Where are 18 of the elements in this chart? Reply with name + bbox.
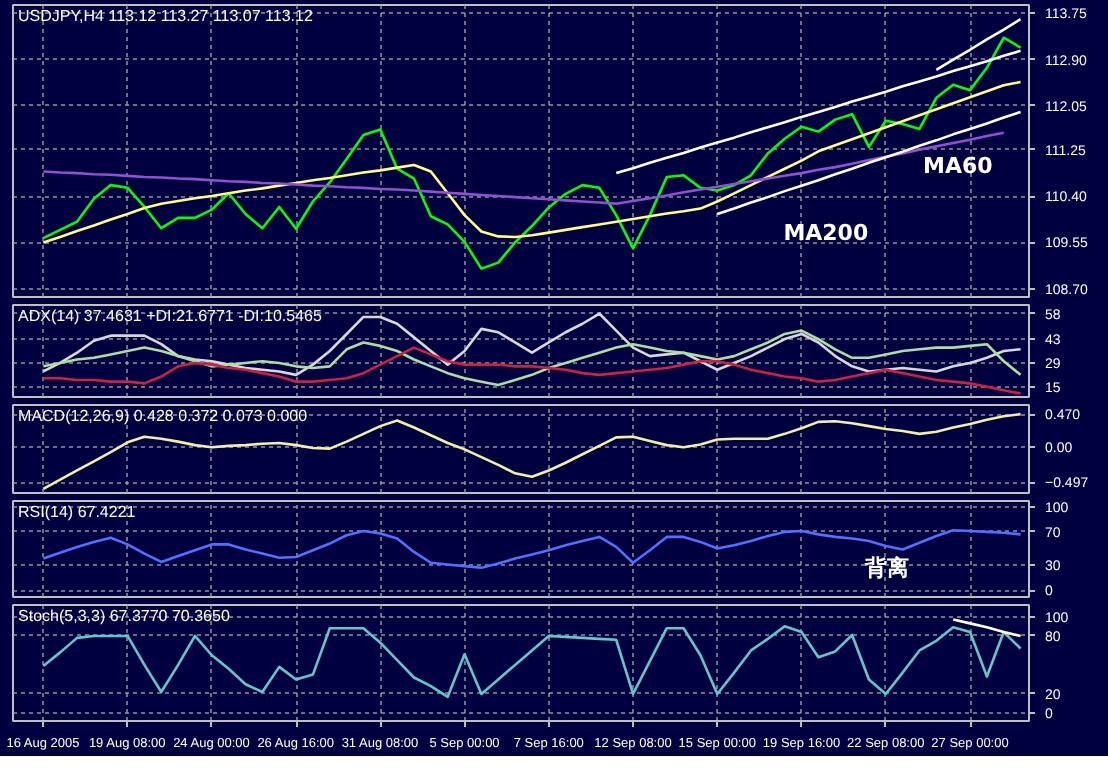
chart-title: USDJPY,H4 113.12 113.27 113.07 113.12 [18, 7, 314, 25]
line-series [42, 80, 1022, 244]
line-series [42, 36, 1022, 270]
annotation: 背离 [862, 555, 909, 582]
chart-title: Stoch(5,3,3) 67.3770 70.3650 [18, 607, 231, 625]
line-series [715, 110, 1022, 216]
annotation: MA200 [783, 219, 869, 246]
line-series [935, 17, 1022, 72]
line-series [42, 346, 1022, 395]
chart-title: ADX(14) 37.4631 +DI:21.6771 -DI:10.5465 [18, 307, 323, 325]
chart-title: MACD(12,26,9) 0.428 0.372 0.073 0.000 [18, 407, 309, 425]
line-series [42, 131, 1006, 205]
line-series [42, 329, 1022, 387]
line-series [951, 618, 1022, 638]
line-series [42, 624, 1022, 699]
chart-title: RSI(14) 67.4221 [18, 503, 137, 521]
annotation: MA60 [923, 152, 994, 179]
line-series [614, 49, 1022, 175]
